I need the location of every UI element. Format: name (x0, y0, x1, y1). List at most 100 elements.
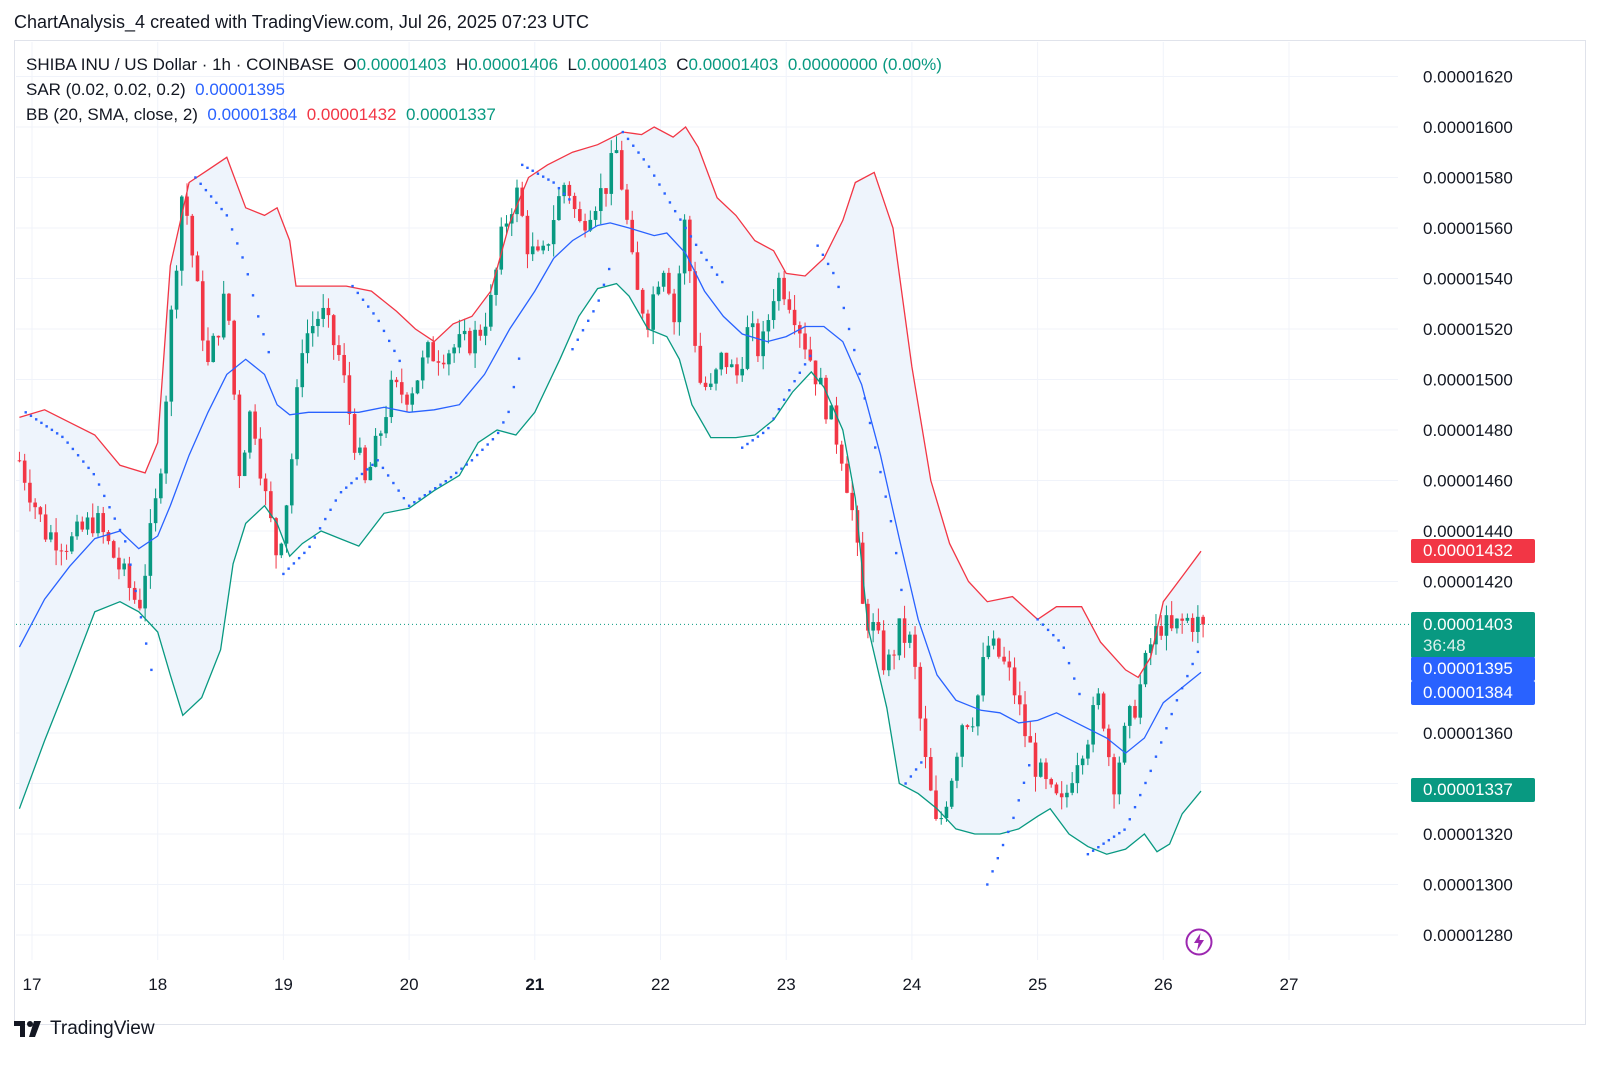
candle-body[interactable] (567, 184, 572, 196)
candle-body[interactable] (1127, 706, 1132, 726)
candle-body[interactable] (352, 414, 357, 453)
candle-body[interactable] (169, 309, 174, 402)
candle-body[interactable] (818, 377, 823, 385)
candle-body[interactable] (1164, 615, 1169, 636)
candle-body[interactable] (1143, 652, 1148, 685)
candle-body[interactable] (897, 618, 902, 656)
candle-body[interactable] (237, 394, 242, 477)
candle-body[interactable] (970, 726, 975, 728)
candle-body[interactable] (965, 725, 970, 728)
candle-body[interactable] (939, 818, 944, 820)
tradingview-logo[interactable]: TradingView (14, 1018, 155, 1040)
candle-body[interactable] (724, 352, 729, 368)
candle-body[interactable] (206, 340, 210, 363)
candle-body[interactable] (1101, 693, 1106, 729)
candle-body[interactable] (923, 718, 928, 757)
candle-body[interactable] (949, 780, 954, 807)
candle-body[interactable] (326, 307, 331, 316)
candle-body[interactable] (1196, 616, 1200, 632)
candle-body[interactable] (489, 294, 493, 327)
candle-body[interactable] (499, 226, 504, 270)
candle-body[interactable] (1044, 762, 1048, 780)
candle-body[interactable] (1075, 765, 1080, 784)
candle-body[interactable] (54, 532, 58, 551)
candle-body[interactable] (295, 387, 299, 460)
candle-body[interactable] (28, 482, 32, 503)
candle-body[interactable] (227, 293, 231, 321)
candle-body[interactable] (693, 271, 697, 346)
candle-body[interactable] (284, 505, 289, 544)
bollinger-basis-line[interactable] (18, 222, 1202, 755)
candle-body[interactable] (536, 246, 540, 251)
candle-body[interactable] (887, 654, 891, 671)
candle-body[interactable] (1086, 744, 1090, 759)
candle-body[interactable] (59, 550, 64, 552)
candle-body[interactable] (976, 695, 980, 727)
candle-body[interactable] (557, 196, 561, 221)
candle-body[interactable] (1169, 615, 1174, 629)
candle-body[interactable] (43, 514, 48, 540)
candle-body[interactable] (33, 502, 37, 508)
candle-body[interactable] (530, 246, 535, 255)
candle-body[interactable] (740, 368, 745, 376)
candle-body[interactable] (771, 301, 776, 321)
candle-body[interactable] (1159, 626, 1164, 636)
candle-body[interactable] (153, 498, 158, 524)
candle-body[interactable] (316, 318, 320, 327)
candle-body[interactable] (1112, 757, 1116, 795)
candle-body[interactable] (289, 459, 294, 506)
candle-body[interactable] (1080, 758, 1085, 766)
candle-body[interactable] (614, 150, 619, 154)
candle-body[interactable] (1065, 792, 1069, 798)
candle-body[interactable] (729, 364, 734, 368)
candle-body[interactable] (688, 219, 692, 272)
candle-body[interactable] (1117, 762, 1122, 795)
legend-symbol[interactable]: SHIBA INU / US Dollar · 1h · COINBASE (26, 55, 334, 74)
candle-body[interactable] (928, 756, 933, 791)
candle-body[interactable] (578, 209, 582, 222)
candle-body[interactable] (1023, 704, 1027, 737)
candle-body[interactable] (410, 393, 415, 405)
legend-sar-row[interactable]: SAR (0.02, 0.02, 0.2) 0.00001395 (26, 77, 942, 102)
candle-body[interactable] (337, 345, 341, 355)
candle-body[interactable] (70, 536, 74, 552)
candle-body[interactable] (839, 444, 844, 464)
candle-body[interactable] (572, 195, 577, 210)
candle-body[interactable] (159, 473, 163, 499)
candle-body[interactable] (1033, 742, 1038, 777)
candle-body[interactable] (1185, 617, 1190, 621)
candle-body[interactable] (525, 215, 530, 255)
candle-body[interactable] (787, 299, 792, 310)
candle-body[interactable] (777, 277, 781, 302)
candle-body[interactable] (635, 252, 640, 290)
candle-body[interactable] (269, 491, 273, 519)
candle-body[interactable] (735, 364, 739, 376)
candle-body[interactable] (625, 189, 629, 220)
candle-body[interactable] (468, 330, 472, 354)
candle-body[interactable] (452, 347, 456, 354)
candle-body[interactable] (17, 460, 22, 462)
candle-body[interactable] (850, 492, 854, 511)
candle-body[interactable] (331, 315, 336, 346)
candle-body[interactable] (258, 438, 263, 479)
candle-body[interactable] (944, 806, 949, 819)
candle-body[interactable] (143, 575, 147, 609)
candle-body[interactable] (441, 362, 446, 365)
candle-body[interactable] (902, 618, 907, 643)
candle-body[interactable] (813, 360, 818, 385)
candle-body[interactable] (185, 196, 189, 216)
candle-body[interactable] (562, 184, 566, 197)
candle-body[interactable] (211, 335, 216, 363)
candle-body[interactable] (253, 411, 257, 439)
candle-body[interactable] (1190, 617, 1195, 632)
legend-bb-row[interactable]: BB (20, SMA, close, 2) 0.00001384 0.0000… (26, 102, 942, 127)
candle-body[interactable] (672, 293, 676, 323)
candle-body[interactable] (834, 405, 839, 445)
candle-body[interactable] (321, 307, 326, 319)
candle-body[interactable] (431, 342, 435, 362)
candle-body[interactable] (1122, 725, 1127, 763)
candle-body[interactable] (598, 188, 603, 212)
candle-body[interactable] (698, 345, 703, 383)
candle-body[interactable] (389, 379, 394, 418)
